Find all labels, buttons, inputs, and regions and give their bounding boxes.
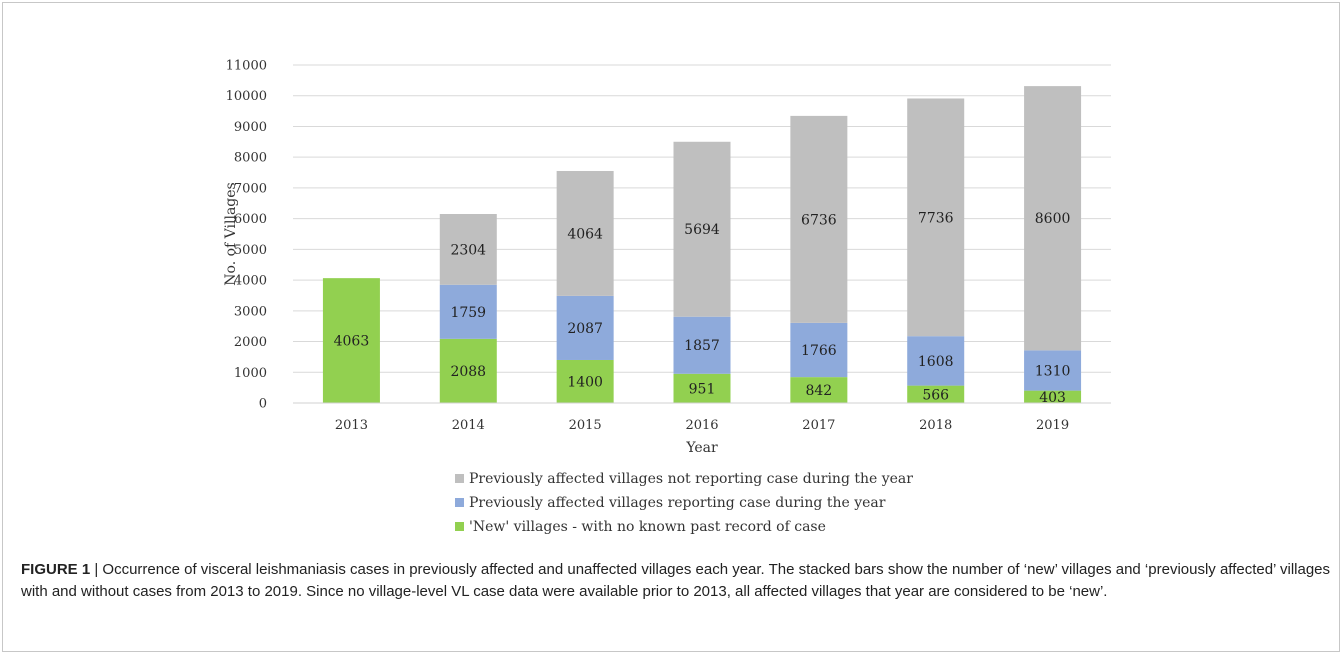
- x-tick-label: 2013: [335, 418, 368, 433]
- y-tick-label: 3000: [234, 304, 267, 319]
- bar-segment: [673, 373, 731, 403]
- data-label: 7736: [918, 210, 954, 226]
- bar-segment: [907, 336, 965, 386]
- x-tick-label: 2016: [685, 418, 718, 433]
- x-axis-title: Year: [685, 440, 718, 456]
- x-axis-ticks: 2013 2014 2015 2016 2017 2018 2019: [335, 418, 1069, 433]
- bars: [322, 86, 1082, 403]
- legend-swatch: [455, 474, 464, 483]
- data-label: 2087: [567, 321, 603, 337]
- bar-segment: [556, 359, 614, 403]
- legend-swatch: [455, 522, 464, 531]
- bar-segment: [439, 338, 497, 403]
- data-label: 1766: [801, 343, 837, 359]
- data-label: 566: [922, 387, 949, 403]
- y-tick-label: 7000: [234, 181, 267, 196]
- figure-caption: FIGURE 1 | Occurrence of visceral leishm…: [21, 559, 1333, 603]
- y-tick-label: 1000: [234, 366, 267, 381]
- y-tick-label: 4000: [234, 274, 267, 289]
- data-label: 6736: [801, 212, 837, 228]
- y-axis-title: No. of Villages: [223, 182, 239, 285]
- data-label: 1759: [450, 305, 486, 321]
- bar-segment: [907, 385, 965, 403]
- caption-separator: |: [90, 561, 103, 578]
- bar-segment: [907, 98, 965, 337]
- y-tick-label: 5000: [234, 243, 267, 258]
- x-tick-label: 2015: [569, 418, 602, 433]
- data-label: 1857: [684, 338, 720, 354]
- data-label: 5694: [684, 222, 720, 238]
- x-tick-label: 2017: [802, 418, 835, 433]
- bar-segment: [439, 284, 497, 339]
- data-label: 951: [689, 381, 716, 397]
- x-tick-label: 2019: [1036, 418, 1069, 433]
- data-label: 8600: [1035, 211, 1071, 227]
- bar-segment: [322, 278, 380, 403]
- bar-segment: [556, 295, 614, 360]
- bar-segment: [1024, 86, 1082, 351]
- bar-segment: [790, 115, 848, 323]
- legend-label: Previously affected villages reporting c…: [469, 495, 886, 511]
- legend-label: 'New' villages - with no known past reco…: [469, 519, 826, 535]
- y-tick-label: 9000: [234, 120, 267, 135]
- y-tick-label: 6000: [234, 212, 267, 227]
- y-tick-label: 2000: [234, 335, 267, 350]
- y-tick-label: 8000: [234, 151, 267, 166]
- data-labels: 4063 2088 1759 2304 1400 2087 4064 951 1857 5694 8…: [334, 210, 1071, 405]
- y-axis-ticks: 0 1000 2000 3000 4000 5000 6000 7000 8000 9000 100…: [226, 59, 267, 412]
- data-label: 4064: [567, 226, 603, 242]
- data-label: 1310: [1035, 363, 1071, 379]
- bar-segment: [439, 213, 497, 285]
- data-label: 1400: [567, 374, 603, 390]
- data-label: 2304: [450, 242, 486, 258]
- y-tick-label: 0: [259, 397, 267, 412]
- bar-segment: [790, 377, 848, 403]
- stacked-bar-chart: 0 1000 2000 3000 4000 5000 6000 7000 8000 9000 100…: [223, 59, 1111, 535]
- caption-text: Occurrence of visceral leishmaniasis cas…: [21, 561, 1331, 600]
- bar-segment: [673, 141, 731, 317]
- bar-segment: [556, 170, 614, 296]
- bar-segment: [673, 316, 731, 374]
- legend: Previously affected villages not reporti…: [455, 471, 913, 535]
- caption-label: FIGURE 1: [21, 561, 91, 578]
- bar-segment: [1024, 390, 1082, 403]
- data-label: 403: [1039, 390, 1066, 406]
- x-tick-label: 2018: [919, 418, 952, 433]
- data-label: 4063: [334, 334, 370, 350]
- data-label: 842: [805, 383, 832, 399]
- y-tick-label: 10000: [226, 89, 267, 104]
- bar-segment: [790, 322, 848, 378]
- x-tick-label: 2014: [452, 418, 485, 433]
- y-tick-label: 11000: [226, 59, 267, 74]
- legend-label: Previously affected villages not reporti…: [469, 471, 913, 487]
- data-label: 2088: [450, 364, 486, 380]
- bar-segment: [1024, 350, 1082, 391]
- data-label: 1608: [918, 354, 954, 370]
- legend-swatch: [455, 498, 464, 507]
